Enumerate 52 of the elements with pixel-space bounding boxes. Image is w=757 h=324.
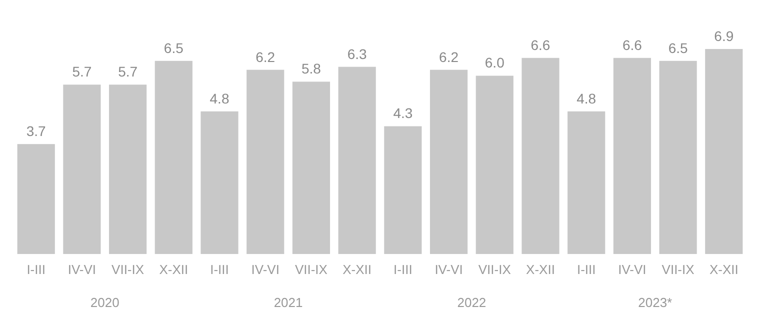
- bar: [613, 58, 651, 254]
- data-label: 6.9: [714, 28, 734, 44]
- x-tick-label: X-XII: [342, 262, 372, 277]
- x-tick-label: I-III: [394, 262, 412, 277]
- x-tick-label: VII-IX: [294, 262, 328, 277]
- data-label: 6.0: [484, 54, 505, 71]
- data-label: 5.7: [72, 64, 92, 80]
- data-label: 6.6: [622, 36, 642, 53]
- data-label: 3.7: [26, 123, 46, 140]
- x-tick-label: X-XII: [159, 262, 188, 277]
- bar: [384, 126, 422, 254]
- x-tick-label: X-XII: [526, 262, 555, 277]
- bar: [17, 144, 55, 254]
- text: 2021: [274, 295, 303, 310]
- x-tick-label: IV-VI: [68, 262, 96, 277]
- x-tick-label: IV-VI: [251, 262, 280, 277]
- x-tick-label: VII-IX: [112, 262, 144, 277]
- data-label: 5.8: [301, 60, 322, 77]
- bar: [705, 49, 743, 254]
- data-label: 4.8: [210, 90, 230, 106]
- data-label: 4.3: [393, 105, 413, 122]
- data-label: 5.7: [118, 64, 138, 80]
- data-label: 6.2: [439, 48, 459, 65]
- x-tick-label: I-III: [26, 262, 46, 277]
- data-label: 4.8: [576, 90, 596, 106]
- text: 2023*: [638, 295, 672, 310]
- bar: [659, 60, 697, 254]
- bar: [430, 70, 468, 254]
- x-tick-label: I-III: [576, 262, 596, 277]
- data-label: 6.6: [530, 36, 550, 53]
- bar: [200, 111, 238, 254]
- bar: [522, 58, 560, 254]
- x-tick-label: VII-IX: [662, 262, 695, 277]
- x-tick-label: X-XII: [709, 262, 738, 277]
- bar: [568, 111, 606, 254]
- data-label: 6.2: [256, 48, 276, 65]
- bar: [246, 70, 284, 254]
- bar: [63, 84, 101, 254]
- x-tick-label: VII-IX: [478, 262, 512, 277]
- data-label: 6.5: [668, 40, 688, 56]
- x-tick-label: IV-VI: [434, 262, 463, 277]
- bar: [154, 60, 192, 254]
- data-label: 6.5: [164, 40, 184, 56]
- x-tick-label: I-III: [210, 262, 229, 277]
- bar: [476, 76, 514, 254]
- text: 2022: [457, 295, 486, 310]
- data-label: 6.3: [347, 46, 368, 62]
- x-tick-label: IV-VI: [618, 262, 646, 277]
- bar: [292, 82, 330, 254]
- text: 2020: [90, 295, 120, 310]
- bar: [109, 84, 147, 254]
- bar: [338, 66, 376, 254]
